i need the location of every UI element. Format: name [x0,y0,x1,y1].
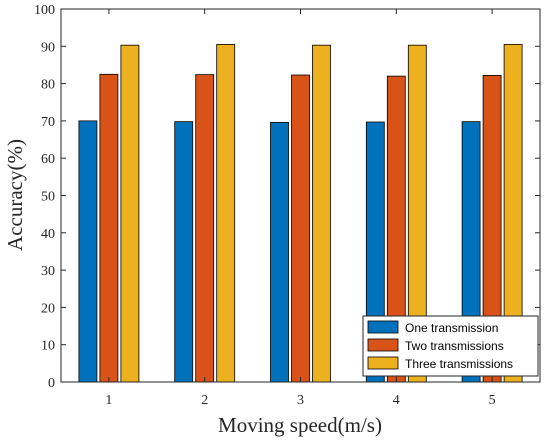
y-tick-label: 50 [41,190,55,205]
bar-series-1 [270,121,289,383]
y-tick-label: 90 [41,40,55,55]
y-axis: 0 10 20 30 40 50 60 70 80 90 100 [34,3,540,391]
legend-swatch [367,356,399,370]
x-axis-title: Moving speed(m/s) [218,413,382,437]
legend-label: One transmission [405,321,498,335]
x-tick-label: 4 [393,393,400,408]
x-tick-label: 5 [489,393,496,408]
bar-series-3 [216,44,236,383]
x-tick-label: 1 [105,393,112,408]
bar-series-1 [78,120,98,383]
y-tick-label: 100 [34,3,55,18]
y-tick-label: 30 [41,264,55,279]
y-tick-label: 80 [41,78,55,93]
y-tick-label: 60 [41,152,55,167]
y-tick-label: 20 [41,301,55,316]
y-tick-label: 70 [41,115,55,130]
legend-swatch [367,338,399,352]
legend-label: Three transmissions [405,357,513,371]
legend-label: Two transmissions [405,339,504,353]
x-tick-label: 3 [297,393,304,408]
bar-series-2 [291,74,310,383]
bars [78,44,523,383]
bar-series-3 [312,44,331,383]
y-tick-label: 40 [41,227,55,242]
y-axis-title: Accuracy(%) [3,139,27,251]
bar-series-3 [120,44,140,383]
y-tick-label: 0 [48,376,55,391]
y-tick-label: 10 [41,339,55,354]
legend: One transmission Two transmissions Three t… [362,315,539,377]
x-axis: 1 2 3 4 5 [105,9,496,408]
bar-series-2 [195,74,215,383]
bar-series-2 [99,73,119,383]
legend-swatch [367,320,399,334]
bar-series-1 [174,121,194,383]
x-tick-label: 2 [201,393,208,408]
